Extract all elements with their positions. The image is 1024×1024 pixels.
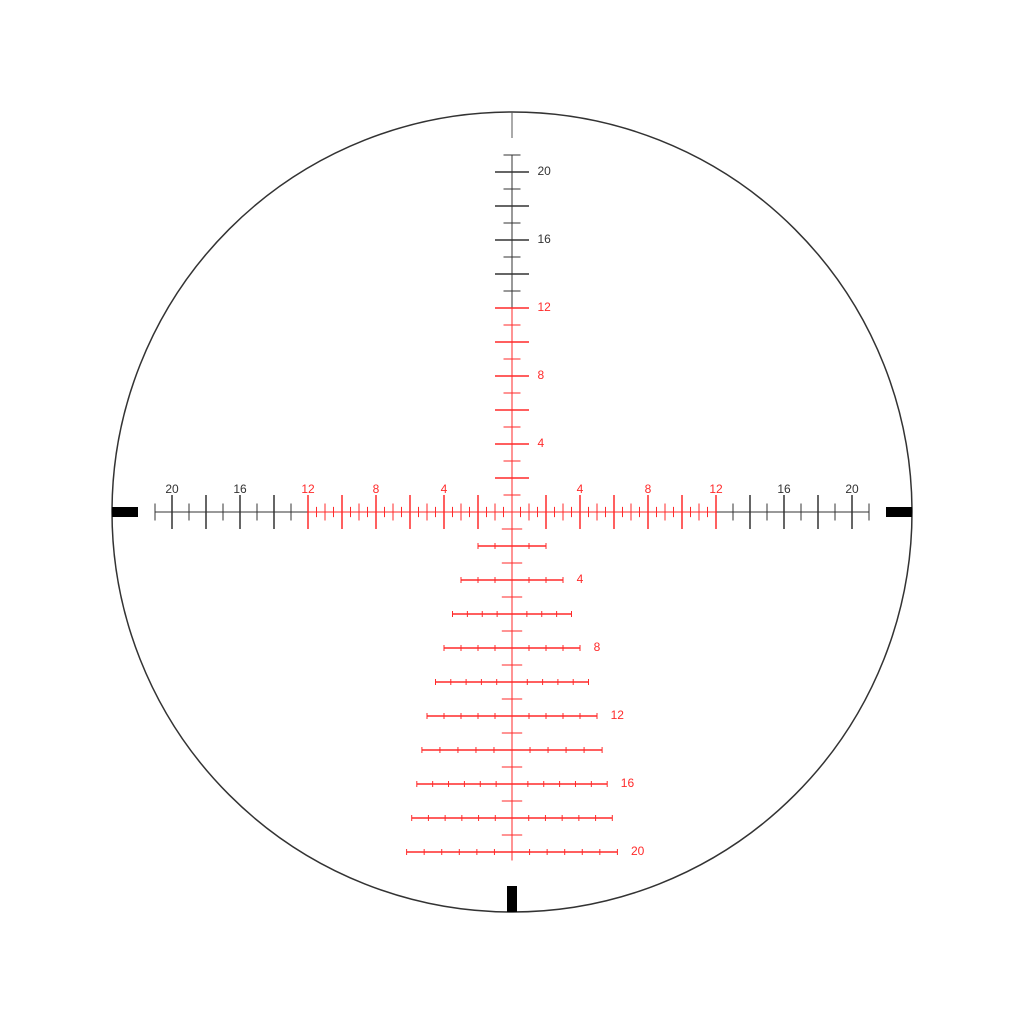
v-top-label: 12: [538, 300, 552, 314]
v-bottom-label: 8: [594, 640, 601, 654]
h-label: 12: [301, 482, 315, 496]
h-label: 16: [233, 482, 247, 496]
h-label: 20: [845, 482, 859, 496]
h-label: 4: [441, 482, 448, 496]
v-top-label: 4: [538, 436, 545, 450]
h-label: 8: [645, 482, 652, 496]
v-top-label: 20: [538, 164, 552, 178]
h-label: 4: [577, 482, 584, 496]
v-bottom-label: 12: [611, 708, 625, 722]
v-bottom-label: 16: [621, 776, 635, 790]
post-right: [886, 507, 912, 517]
post-bottom: [507, 886, 517, 1024]
v-top-label: 16: [538, 232, 552, 246]
h-label: 20: [165, 482, 179, 496]
post-left: [112, 507, 138, 517]
h-label: 12: [709, 482, 723, 496]
h-label: 8: [373, 482, 380, 496]
reticle-diagram: 4 4 8 8 12 12 16 16 20 20 4 8 12 16 20 4 8 12 16 20: [0, 0, 1024, 1024]
v-top-label: 8: [538, 368, 545, 382]
v-bottom-label: 20: [631, 844, 645, 858]
v-bottom-label: 4: [577, 572, 584, 586]
h-label: 16: [777, 482, 791, 496]
